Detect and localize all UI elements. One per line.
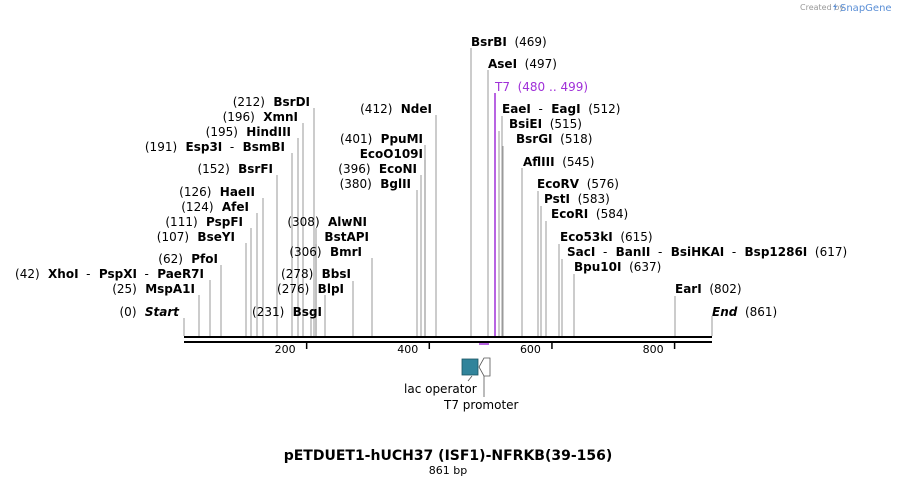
enzyme-site-label[interactable]: EcoRV (576) [537, 177, 619, 191]
snapgene-brand-label[interactable]: SnapGene [840, 3, 892, 14]
ruler-ticks: 200 400 600 800 [275, 342, 676, 356]
t7-promoter-label: T7 promoter [443, 398, 519, 412]
tick-label: 400 [397, 343, 418, 356]
enzyme-site-label[interactable]: Bpu10I (637) [574, 260, 661, 274]
enzyme-site-label[interactable]: (111) PspFI [165, 215, 243, 229]
enzyme-site-label[interactable]: EaeI - EagI (512) [502, 102, 621, 116]
map-title: pETDUET1-hUCH37 (ISF1)-NFRKB(39-156) [284, 448, 613, 464]
enzyme-site-label[interactable]: EarI (802) [675, 282, 742, 296]
feature-t7-promoter[interactable] [478, 357, 491, 377]
enzyme-site-label[interactable]: (306) BmrI [289, 245, 362, 259]
enzyme-site-label[interactable]: AseI (497) [488, 57, 557, 71]
cut-site-stems [183, 48, 713, 336]
enzyme-site-label[interactable]: (412) NdeI [360, 102, 432, 116]
enzyme-site-label[interactable]: PstI (583) [544, 192, 610, 206]
tick-label: 200 [275, 343, 296, 356]
enzyme-site-label[interactable]: (25) MspA1I [112, 282, 195, 296]
enzyme-site-label[interactable]: (396) EcoNI [338, 162, 417, 176]
lac-operator-label: lac operator [404, 382, 477, 396]
enzyme-site-label[interactable]: BstAPI [324, 230, 369, 244]
enzyme-site-label[interactable]: (276) BlpI [277, 282, 344, 296]
enzyme-site-label[interactable]: (62) PfoI [158, 252, 218, 266]
enzyme-site-label[interactable]: (212) BsrDI [233, 95, 310, 109]
enzyme-site-label[interactable]: (0) Start [120, 305, 181, 319]
enzyme-site-label[interactable]: End (861) [712, 305, 777, 319]
enzyme-site-label[interactable]: AflIII (545) [523, 155, 594, 169]
enzyme-site-label[interactable]: Eco53kI (615) [560, 230, 653, 244]
enzyme-site-label[interactable]: (42) XhoI - PspXI - PaeR7I [15, 267, 204, 281]
enzyme-labels: BsrBI (469) AseI (497) T7 (480 .. 499) EaeI… [15, 35, 847, 319]
enzyme-site-label[interactable]: EcoRI (584) [551, 207, 628, 221]
credit-prefix: Created by [800, 3, 844, 12]
enzyme-site-label[interactable]: BsiEI (515) [509, 117, 582, 131]
enzyme-site-label[interactable]: EcoO109I [360, 147, 423, 161]
enzyme-site-label[interactable]: (231) BsgI [252, 305, 322, 319]
enzyme-site-label[interactable]: (278) BbsI [281, 267, 351, 281]
enzyme-site-label[interactable]: BsrBI (469) [471, 35, 547, 49]
t7-feature-label[interactable]: T7 (480 .. 499) [494, 80, 588, 94]
snapgene-logo-icon [833, 3, 837, 11]
enzyme-site-label[interactable]: (152) BsrFI [197, 162, 273, 176]
enzyme-site-label[interactable]: (126) HaeII [179, 185, 255, 199]
enzyme-site-label[interactable]: (380) BglII [340, 177, 411, 191]
sequence-backbone [184, 336, 712, 343]
enzyme-site-label[interactable]: SacI - BanII - BsiHKAI - Bsp1286I (617) [567, 245, 847, 259]
enzyme-site-label[interactable]: (308) AlwNI [287, 215, 367, 229]
enzyme-site-label[interactable]: (401) PpuMI [340, 132, 423, 146]
tick-label: 800 [643, 343, 664, 356]
feature-lac-operator[interactable] [461, 358, 479, 376]
enzyme-site-label[interactable]: (195) HindIII [206, 125, 291, 139]
map-length: 861 bp [429, 464, 467, 477]
enzyme-site-label[interactable]: (107) BseYI [157, 230, 235, 244]
enzyme-site-label[interactable]: BsrGI (518) [516, 132, 592, 146]
tick-label: 600 [520, 343, 541, 356]
enzyme-site-label[interactable]: (124) AfeI [181, 200, 249, 214]
enzyme-site-label[interactable]: (196) XmnI [223, 110, 298, 124]
enzyme-site-label[interactable]: (191) Esp3I - BsmBI [145, 140, 285, 154]
